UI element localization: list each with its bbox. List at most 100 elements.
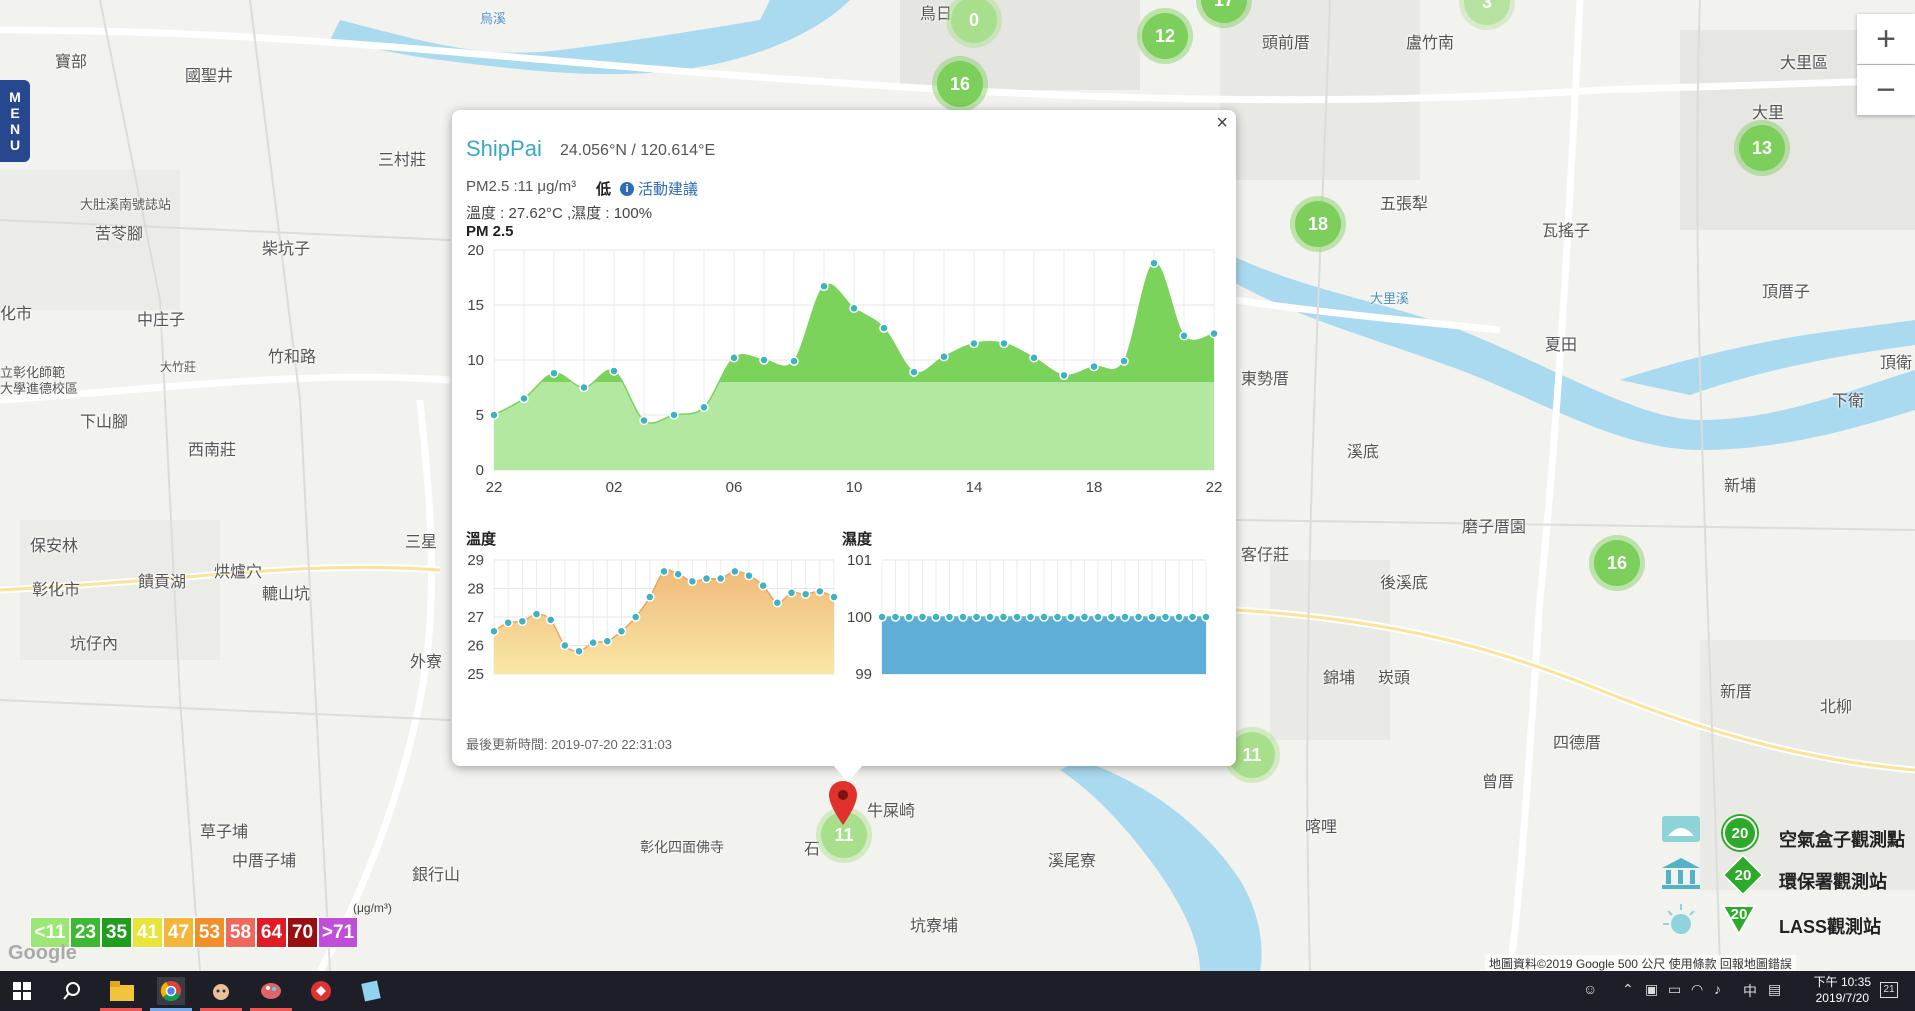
data-point [669,410,679,420]
map-cluster[interactable]: 13 [1739,125,1785,171]
data-point [998,612,1009,622]
data-point [609,366,619,376]
map-pin-icon[interactable] [828,781,858,827]
search-icon[interactable] [58,977,86,1005]
chevron-up-icon[interactable]: ⌃ [1622,981,1634,997]
data-point [602,636,613,646]
map-cluster[interactable]: 16 [937,61,983,107]
humidity-chart-title: 濕度 [842,531,873,548]
x-tick-label: 10 [846,479,863,496]
app-icon-shield[interactable] [307,977,335,1005]
data-point [917,612,928,622]
data-point [639,415,649,426]
clock[interactable]: 下午 10:35 2019/7/20 [1814,974,1871,1006]
x-tick-label: 22 [1206,479,1223,496]
pm25-level: 低 [596,181,612,198]
map-label: 立彰化師範 [0,366,66,381]
y-tick-label: 5 [476,407,484,424]
data-point [699,402,709,413]
map-label: 大里 [1752,103,1785,122]
map-label: 後溪底 [1380,573,1429,592]
map-cluster[interactable]: 0 [951,0,997,43]
data-point [1039,612,1049,622]
data-point [687,576,698,587]
map-label: 石 [804,839,821,858]
map-cluster[interactable]: 17 [1201,0,1247,23]
menu-letter: E [10,105,20,121]
x-tick-label: 06 [726,479,743,496]
legend-item: 53 [194,917,225,948]
windows-start-icon[interactable] [8,977,36,1005]
battery-icon[interactable]: ▭ [1668,981,1682,997]
x-tick-label: 22 [486,479,503,496]
y-tick-label: 100 [847,609,872,626]
y-tick-label: 25 [467,666,484,683]
map-label: 五張犁 [1380,194,1429,213]
data-point [1133,612,1144,622]
map-label: 坑寮埔 [910,916,959,935]
y-tick-label: 15 [467,297,484,314]
data-point [1209,328,1219,339]
data-point [730,566,740,577]
data-point [503,617,513,628]
close-button[interactable]: × [1216,112,1228,134]
chrome-icon[interactable] [157,977,185,1005]
map-cluster[interactable]: 18 [1295,201,1341,247]
map-cluster[interactable]: 12 [1142,13,1188,59]
map-label: 大里溪 [1370,292,1410,307]
volume-icon[interactable]: ♪ [1714,981,1721,997]
lass-label: LASS觀測站 [1779,917,1882,937]
data-point [958,612,968,622]
data-point [999,338,1009,349]
tray-app-icon[interactable]: ▣ [1645,981,1659,997]
data-point [1089,361,1099,372]
data-point [659,566,669,577]
zoom-in-button[interactable]: + [1857,14,1915,64]
x-tick-label: 18 [1086,479,1103,496]
map-label: 彰化市 [32,580,81,599]
temp-chart: 25 26 27 28 29 [467,552,839,683]
people-icon[interactable]: ☺ [1583,981,1598,997]
data-point [969,338,979,349]
map-label: 大肚溪南號誌站 [80,198,172,213]
series-area [494,570,834,674]
map-attribution[interactable]: 地圖資料©2019 Google 500 公尺 使用條款 回報地圖錯誤 [1485,955,1796,972]
data-point [1029,353,1039,363]
x-tick-label: 02 [606,479,623,496]
map-cluster[interactable]: 16 [1594,540,1640,586]
map-label: 曾厝 [1482,772,1515,791]
keyboard-icon[interactable]: ▤ [1768,981,1782,997]
map-cluster[interactable]: 11 [1229,732,1275,778]
x-tick-label: 14 [966,479,983,496]
data-point [1174,612,1184,622]
map-label: 錦埔 [1323,668,1356,687]
epa-station-icon [1662,858,1700,889]
clock-time: 下午 10:35 [1813,975,1871,989]
activity-advice-link[interactable]: i 活動建議 [620,178,698,199]
station-coords: 24.056°N / 120.614°E [560,142,716,159]
menu-letter: M [9,89,21,105]
ime-indicator[interactable]: 中 [1743,983,1757,999]
data-point [1106,612,1117,622]
legend-item: 70 [287,917,318,948]
app-icon-palette[interactable] [257,977,285,1005]
map-label: 轆山坑 [262,584,311,603]
pm25-chart-title: PM 2.5 [466,223,514,240]
data-point [1025,612,1036,622]
map-label: 大竹莊 [160,360,197,374]
station-popup: × ShipPai 24.056°N / 120.614°E PM2.5 :11… [452,110,1236,766]
pm25-chart: 0 5 10 15 20 22 02 06 10 14 18 22 [467,242,1223,496]
app-icon-notes[interactable] [357,977,385,1005]
notifications-icon[interactable]: 21 [1880,979,1898,998]
app-icon-cat[interactable] [207,977,235,1005]
data-point [574,646,584,656]
wifi-icon[interactable]: ◠ [1691,981,1704,997]
zoom-out-button[interactable]: − [1857,65,1915,115]
data-point [701,573,712,584]
station-name: ShipPai [466,136,542,161]
file-explorer-icon[interactable] [108,977,136,1005]
data-point [588,637,598,648]
data-point [1059,370,1069,381]
data-point [819,281,829,292]
